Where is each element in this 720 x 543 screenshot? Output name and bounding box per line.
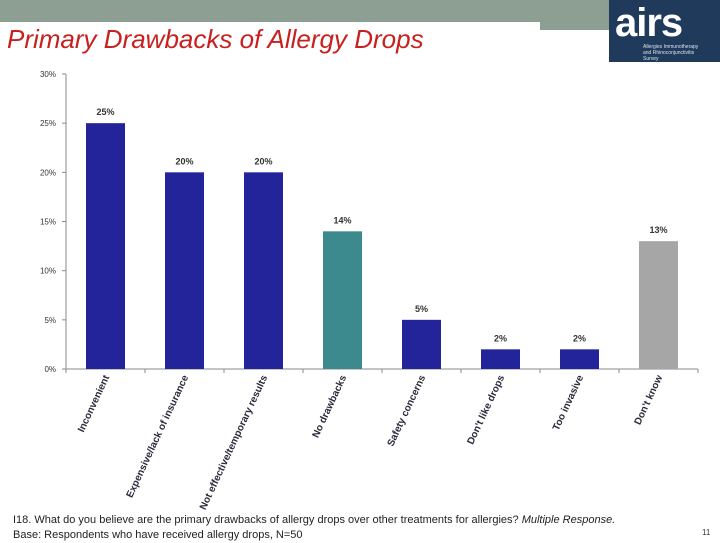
y-tick-label: 15% — [40, 218, 56, 227]
bar — [165, 172, 204, 369]
title-box — [0, 22, 540, 58]
logo-wordmark: airs — [615, 1, 683, 45]
y-tick-label: 30% — [40, 70, 56, 79]
logo-tagline-2: and Rhinoconjunctivitis — [643, 50, 695, 56]
category-label: Safety concerns — [386, 373, 429, 448]
footnote-question: I18. What do you believe are the primary… — [13, 514, 519, 526]
category-label: Too invasive — [551, 373, 586, 432]
data-label: 5% — [415, 304, 428, 314]
y-tick-label: 20% — [40, 168, 56, 177]
category-label: Expensive/lack of insurance — [125, 373, 192, 499]
data-label: 2% — [494, 333, 507, 343]
footnote-question-line: I18. What do you believe are the primary… — [13, 513, 615, 528]
category-label: Don't like drops — [465, 373, 507, 446]
data-label: 2% — [573, 333, 586, 343]
y-tick-label: 0% — [44, 365, 56, 374]
category-label: Not effective/temporary results — [198, 373, 270, 512]
bar — [481, 349, 520, 369]
data-label: 25% — [96, 107, 114, 117]
bar — [244, 172, 283, 369]
logo-tagline-1: Allergies Immunotherapy — [643, 44, 699, 50]
category-label: Inconvenient — [76, 373, 112, 434]
data-label: 14% — [333, 215, 351, 225]
bar — [86, 123, 125, 370]
data-label: 13% — [649, 225, 667, 235]
data-label: 20% — [254, 156, 272, 166]
category-label: No drawbacks — [311, 373, 350, 439]
page-title: Primary Drawbacks of Allergy Drops — [7, 24, 424, 54]
bar — [323, 231, 362, 369]
page-number: 11 — [702, 528, 711, 537]
logo-tagline-3: Survey — [643, 56, 659, 62]
footnote: I18. What do you believe are the primary… — [13, 513, 615, 543]
category-label: Don't know — [633, 373, 666, 426]
chart-axes: 0% 5% 10% 15% 20% 25% 30% — [40, 70, 699, 374]
bar — [402, 319, 441, 369]
airs-logo: airs Allergies Immunotherapy and Rhinoco… — [609, 0, 720, 62]
chart-category-labels: Inconvenient Expensive/lack of insurance N… — [76, 373, 665, 512]
y-tick-label: 5% — [44, 316, 56, 325]
footnote-qualifier: Multiple Response. — [521, 514, 616, 526]
data-label: 20% — [175, 156, 193, 166]
bar — [639, 241, 678, 369]
footnote-base: Base: Respondents who have received alle… — [13, 529, 303, 541]
chart-bars — [86, 123, 678, 370]
bar — [560, 349, 599, 369]
y-tick-label: 10% — [40, 267, 56, 276]
y-tick-label: 25% — [40, 119, 56, 128]
chart-data-labels: 25% 20% 20% 14% 5% 2% 2% 13% — [96, 107, 667, 343]
bar-chart: 0% 5% 10% 15% 20% 25% 30% 25% 20% 20% 14% 5% 2% 2% 13… — [40, 70, 699, 512]
